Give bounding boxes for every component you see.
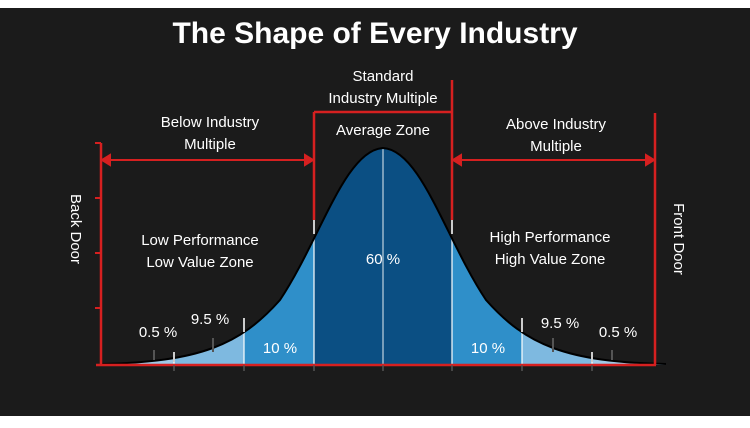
curve-ticks bbox=[153, 218, 613, 362]
baseline-ticks bbox=[173, 365, 593, 371]
low-performance-label: Low Performance Low Value Zone bbox=[141, 232, 259, 271]
right-outer-percent: 0.5 % bbox=[598, 324, 638, 341]
right-inner-percent: 10 % bbox=[470, 340, 506, 357]
below-multiple-label: Below Industry Multiple bbox=[160, 114, 260, 153]
diagram-title: The Shape of Every Industry bbox=[172, 17, 578, 50]
below-arrow bbox=[100, 153, 315, 167]
back-door-label: Back Door bbox=[67, 193, 85, 265]
above-arrow bbox=[451, 153, 656, 167]
curve-outline bbox=[99, 146, 667, 365]
above-multiple-label: Above Industry Multiple bbox=[505, 116, 607, 155]
front-door-label: Front Door bbox=[669, 203, 687, 275]
right-mid-percent: 9.5 % bbox=[540, 315, 580, 332]
left-mid-percent: 9.5 % bbox=[190, 311, 230, 328]
average-zone-label: Average Zone bbox=[336, 122, 430, 139]
left-inner-percent: 10 % bbox=[262, 340, 298, 357]
standard-multiple-label: Standard Industry Multiple bbox=[328, 68, 438, 107]
left-outer-percent: 0.5 % bbox=[138, 324, 178, 341]
high-performance-label: High Performance High Value Zone bbox=[489, 229, 611, 268]
center-percent: 60 % bbox=[365, 251, 401, 268]
